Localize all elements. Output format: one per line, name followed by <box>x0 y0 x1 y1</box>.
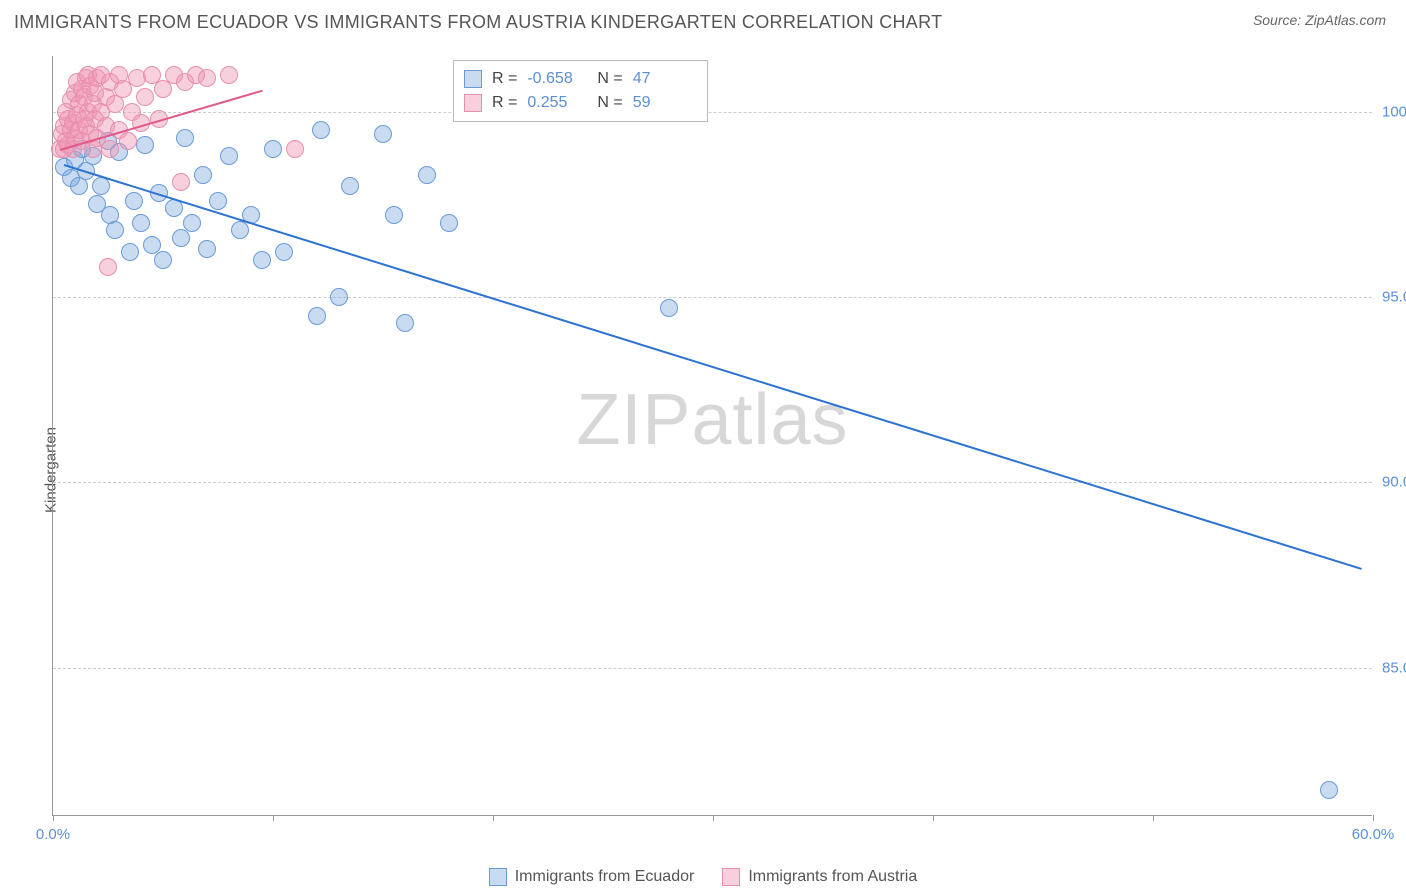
data-point <box>330 288 348 306</box>
data-point <box>385 206 403 224</box>
data-point <box>308 307 326 325</box>
legend-r-value: -0.658 <box>527 67 587 91</box>
data-point <box>220 66 238 84</box>
legend-n-label: N = <box>597 67 622 91</box>
gridline-h <box>53 297 1372 298</box>
xtick <box>53 815 54 821</box>
data-point <box>231 221 249 239</box>
data-point <box>121 243 139 261</box>
data-point <box>154 251 172 269</box>
gridline-h <box>53 112 1372 113</box>
xtick <box>713 815 714 821</box>
xtick <box>1153 815 1154 821</box>
xtick <box>1373 815 1374 821</box>
data-point <box>198 240 216 258</box>
legend-r-value: 0.255 <box>527 91 587 115</box>
data-point <box>136 88 154 106</box>
data-point <box>154 80 172 98</box>
data-point <box>275 243 293 261</box>
legend-row: R = -0.658 N = 47 <box>464 67 693 91</box>
data-point <box>119 132 137 150</box>
ytick-label: 85.0% <box>1374 659 1406 676</box>
xtick-label: 0.0% <box>36 826 70 843</box>
data-point <box>253 251 271 269</box>
bottom-legend-item: Immigrants from Ecuador <box>489 868 695 886</box>
gridline-h <box>53 482 1372 483</box>
data-point <box>136 136 154 154</box>
ytick-label: 100.0% <box>1374 103 1406 120</box>
legend-swatch <box>464 94 482 112</box>
legend-label: Immigrants from Ecuador <box>515 868 695 886</box>
legend-label: Immigrants from Austria <box>748 868 917 886</box>
xtick <box>933 815 934 821</box>
legend-n-label: N = <box>597 91 622 115</box>
data-point <box>99 258 117 276</box>
data-point <box>660 299 678 317</box>
data-point <box>132 214 150 232</box>
data-point <box>125 192 143 210</box>
bottom-legend: Immigrants from Ecuador Immigrants from A… <box>0 868 1406 886</box>
data-point <box>172 229 190 247</box>
watermark-text-b: atlas <box>691 380 848 460</box>
trend-line <box>64 164 1363 570</box>
source-credit: Source: ZipAtlas.com <box>1253 12 1386 28</box>
legend-n-value: 47 <box>633 67 693 91</box>
data-point <box>183 214 201 232</box>
data-point <box>374 125 392 143</box>
data-point <box>312 121 330 139</box>
data-point <box>209 192 227 210</box>
data-point <box>440 214 458 232</box>
data-point <box>286 140 304 158</box>
data-point <box>418 166 436 184</box>
ytick-label: 90.0% <box>1374 474 1406 491</box>
chart-title: IMMIGRANTS FROM ECUADOR VS IMMIGRANTS FR… <box>14 12 942 33</box>
data-point <box>194 166 212 184</box>
legend-swatch <box>464 70 482 88</box>
plot-area: ZIPatlas 85.0%90.0%95.0%100.0%0.0%60.0%R… <box>52 56 1372 816</box>
data-point <box>264 140 282 158</box>
legend-n-value: 59 <box>633 91 693 115</box>
data-point <box>396 314 414 332</box>
xtick-label: 60.0% <box>1352 826 1395 843</box>
data-point <box>220 147 238 165</box>
legend-r-label: R = <box>492 91 517 115</box>
legend-swatch <box>722 868 740 886</box>
data-point <box>198 69 216 87</box>
legend-r-label: R = <box>492 67 517 91</box>
xtick <box>273 815 274 821</box>
gridline-h <box>53 668 1372 669</box>
data-point <box>101 140 119 158</box>
legend-swatch <box>489 868 507 886</box>
data-point <box>1320 781 1338 799</box>
bottom-legend-item: Immigrants from Austria <box>722 868 917 886</box>
chart-container: Kindergarten ZIPatlas 85.0%90.0%95.0%100… <box>0 48 1406 892</box>
watermark: ZIPatlas <box>576 379 848 461</box>
xtick <box>493 815 494 821</box>
data-point <box>176 129 194 147</box>
data-point <box>341 177 359 195</box>
ytick-label: 95.0% <box>1374 288 1406 305</box>
legend-row: R = 0.255 N = 59 <box>464 91 693 115</box>
watermark-text-a: ZIP <box>576 380 691 460</box>
data-point <box>172 173 190 191</box>
correlation-legend: R = -0.658 N = 47 R = 0.255 N = 59 <box>453 60 708 122</box>
data-point <box>106 221 124 239</box>
